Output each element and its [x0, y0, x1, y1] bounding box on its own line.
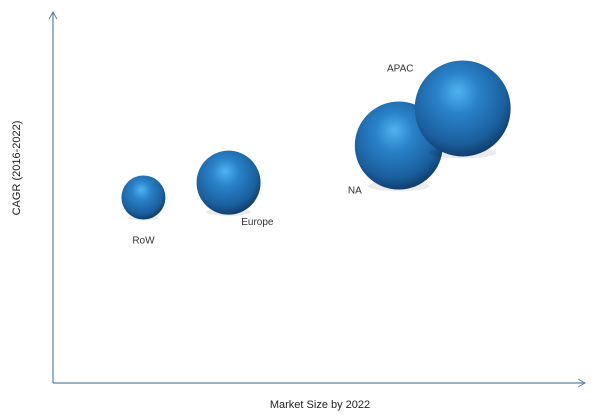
bubble-label-row: RoW	[132, 235, 155, 246]
bubble-label-europe: Europe	[241, 217, 274, 228]
bubble-apac	[414, 60, 511, 157]
bubble-row	[121, 175, 166, 220]
y-axis-label: CAGR (2016-2022)	[11, 121, 23, 216]
bubble-europe	[196, 150, 261, 215]
bubble-label-apac: APAC	[387, 64, 414, 75]
x-axis-label: Market Size by 2022	[270, 399, 370, 411]
bubble-label-na: NA	[348, 186, 362, 197]
